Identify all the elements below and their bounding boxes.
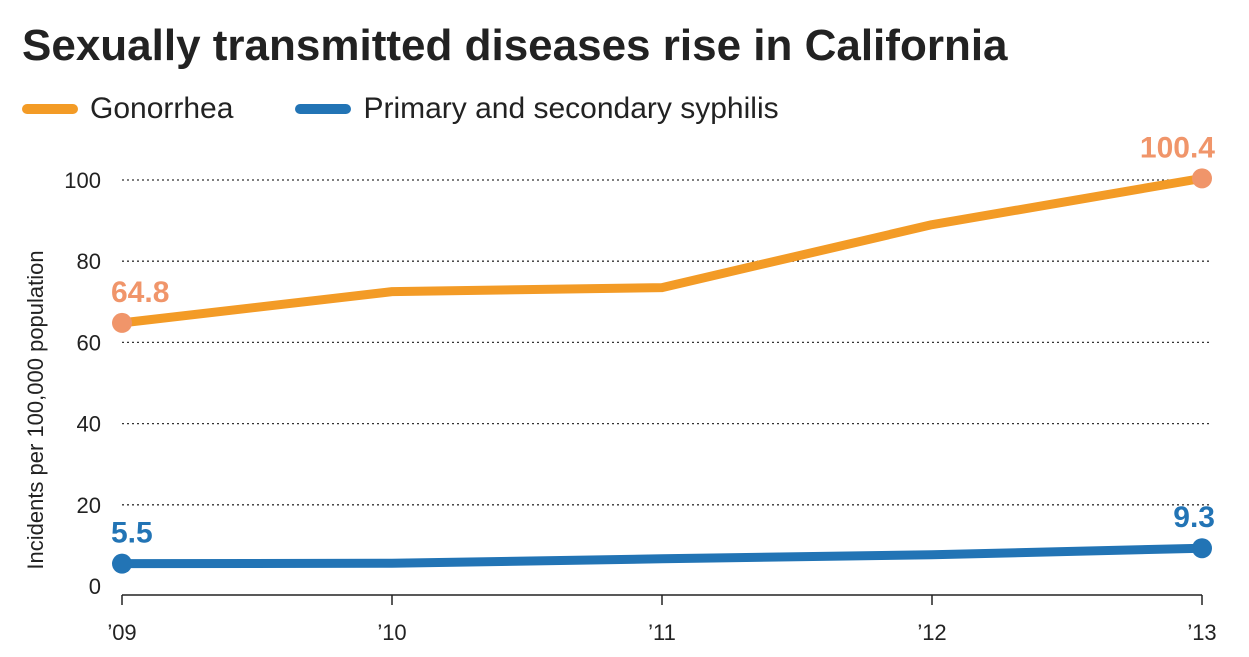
y-tick-label: 80 (77, 249, 101, 274)
legend-swatch-gonorrhea (22, 104, 78, 114)
chart-title: Sexually transmitted diseases rise in Ca… (22, 21, 1008, 70)
legend-item-syphilis: Primary and secondary syphilis (295, 92, 779, 126)
data-point-syphilis (112, 553, 132, 574)
axis-layer: 0 20 40 60 80 100 ’09 ’10 ’11 ’12 ’13 (64, 168, 1216, 645)
data-point-gonorrhea (1192, 168, 1212, 189)
y-tick-label: 40 (77, 412, 101, 437)
data-label-syphilis: 9.3 (1173, 501, 1215, 534)
data-point-gonorrhea (112, 312, 132, 333)
legend-label-syphilis: Primary and secondary syphilis (363, 92, 779, 125)
y-tick-label: 60 (77, 330, 101, 355)
grid-layer (122, 179, 1212, 506)
series-line-gonorrhea (117, 173, 1207, 328)
x-tick-label: ’13 (1187, 620, 1216, 645)
legend: Gonorrhea Primary and secondary syphilis (22, 86, 841, 132)
y-tick-label: 100 (64, 168, 101, 193)
y-tick-label: 20 (77, 493, 101, 518)
series-layer (112, 168, 1212, 574)
series-line-syphilis (117, 543, 1207, 569)
x-tick-label: ’11 (648, 620, 676, 645)
x-tick-label: ’12 (917, 620, 946, 645)
data-label-syphilis: 5.5 (111, 517, 153, 550)
legend-label-gonorrhea: Gonorrhea (90, 92, 234, 125)
y-tick-label: 0 (89, 574, 101, 599)
legend-item-gonorrhea: Gonorrhea (22, 92, 233, 126)
data-label-gonorrhea: 64.8 (111, 276, 169, 309)
data-label-gonorrhea: 100.4 (1140, 131, 1215, 164)
data-label-layer: 64.8 100.4 5.5 9.3 (111, 131, 1215, 549)
legend-swatch-syphilis (295, 104, 352, 114)
data-point-syphilis (1192, 538, 1212, 559)
x-tick-label: ’10 (377, 620, 406, 645)
y-axis-title: Incidents per 100,000 population (23, 250, 48, 569)
x-tick-label: ’09 (107, 620, 136, 645)
